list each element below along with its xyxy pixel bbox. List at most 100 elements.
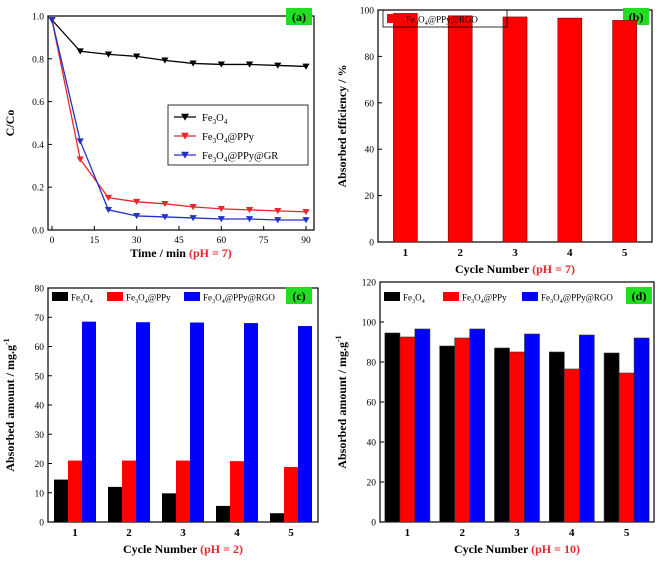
data-point (48, 17, 56, 24)
legend-swatch (107, 292, 123, 301)
y-tick-label: 0.8 (32, 55, 44, 65)
y-axis-label: C/Co (3, 110, 17, 137)
y-tick-label: 70 (35, 314, 45, 324)
bar (162, 493, 176, 522)
bar (384, 332, 401, 523)
data-point (274, 217, 282, 224)
bar (494, 347, 510, 523)
bar (563, 368, 580, 523)
x-tick-label: 45 (174, 236, 184, 246)
x-tick-label: 5 (622, 247, 628, 259)
bar (122, 460, 136, 522)
bar (399, 336, 416, 523)
data-point (104, 51, 113, 58)
y-tick-label: 0 (371, 519, 376, 529)
y-tick-label: 0 (39, 519, 44, 529)
legend-entry: Fe3O4@PPy@RGO (406, 15, 478, 28)
y-tick-label: 80 (367, 359, 377, 369)
legend-swatch (52, 292, 68, 301)
legend-marker (181, 132, 189, 140)
bar (612, 20, 637, 243)
legend-entry: Fe3O4@PPy (202, 132, 255, 145)
bar (469, 328, 486, 523)
bar (136, 322, 150, 522)
bar (298, 326, 312, 522)
panel-label-box (626, 287, 652, 304)
x-tick-label: 2 (457, 247, 463, 259)
y-tick-label: 100 (362, 319, 377, 329)
data-point (217, 61, 225, 68)
legend-swatch (387, 14, 403, 23)
x-axis-label: Time / min (pH = 7) (130, 246, 232, 260)
legend-entry: Fe3O4@PPy@RGO (541, 293, 613, 306)
y-axis-label: Absorbed amount / mg.g-1 (2, 338, 17, 471)
bar (393, 13, 418, 243)
plot-frame (47, 15, 315, 231)
x-tick-label: 3 (514, 527, 520, 539)
data-point (302, 217, 310, 224)
x-tick-label: 4 (234, 527, 240, 539)
legend-entry: Fe3O4@PPy (462, 293, 507, 306)
panel-label: (d) (626, 287, 652, 304)
data-point (274, 208, 282, 215)
legend-marker (181, 113, 189, 121)
y-tick-label: 0.4 (32, 141, 44, 151)
panel-label-text: (c) (292, 289, 305, 303)
data-point (189, 60, 197, 67)
data-point (161, 57, 169, 64)
data-point (133, 53, 141, 60)
bar (216, 505, 230, 522)
x-tick-label: 5 (624, 527, 630, 539)
data-point (133, 198, 141, 206)
bar (502, 16, 528, 243)
bar (454, 337, 471, 523)
bar (68, 460, 82, 522)
bar (447, 15, 473, 243)
legend-entry: Fe3O4@PPy@RGO (203, 293, 275, 306)
y-tick-label: 60 (35, 343, 45, 353)
y-tick-label: 60 (365, 99, 375, 109)
x-tick-label: 2 (126, 527, 132, 539)
data-point (217, 205, 225, 213)
x-axis-label: Cycle Number (pH = 7) (455, 262, 575, 276)
data-point (161, 214, 169, 221)
legend: Fe3O4 Fe3O4@PPy Fe3O4@PPy@RGO (52, 292, 275, 305)
x-tick-label: 75 (259, 236, 269, 246)
y-tick-label: 0.6 (32, 98, 44, 108)
series-fe3o4-ppy (48, 17, 310, 216)
y-tick-label: 80 (365, 53, 375, 63)
data-point (217, 216, 225, 223)
legend-swatch (443, 292, 459, 301)
bar (618, 372, 635, 523)
x-tick-label: 5 (288, 527, 294, 539)
legend-entry: Fe3O4 (71, 293, 94, 306)
data-point (161, 200, 169, 208)
x-tick-label: 30 (132, 236, 142, 246)
x-tick-label: 60 (217, 236, 227, 246)
series-line (51, 19, 306, 221)
data-point (302, 63, 310, 70)
x-tick-label: 3 (512, 247, 518, 259)
y-tick-label: 100 (360, 7, 375, 17)
x-tick-label: 4 (569, 527, 575, 539)
x-tick-label: 15 (90, 236, 100, 246)
bar (524, 333, 540, 523)
x-tick-label: 1 (403, 247, 409, 259)
y-tick-label: 0.2 (32, 184, 44, 194)
data-point (104, 207, 113, 214)
bar (54, 479, 68, 522)
y-tick-label: 10 (35, 489, 45, 499)
x-tick-label: 1 (405, 527, 411, 539)
data-point (133, 213, 141, 220)
y-tick-label: 40 (365, 146, 375, 156)
panel-label: (c) (286, 287, 312, 304)
y-tick-label: 0.0 (32, 227, 44, 237)
legend-entry: Fe3O4 (202, 113, 228, 126)
legend-swatch (384, 292, 400, 301)
x-tick-label: 0 (50, 236, 55, 246)
legend-entry: Fe3O4@PPy (126, 293, 171, 306)
series-fe3o4 (48, 17, 310, 70)
bar (284, 467, 298, 522)
panel-label-text: (d) (632, 289, 647, 303)
